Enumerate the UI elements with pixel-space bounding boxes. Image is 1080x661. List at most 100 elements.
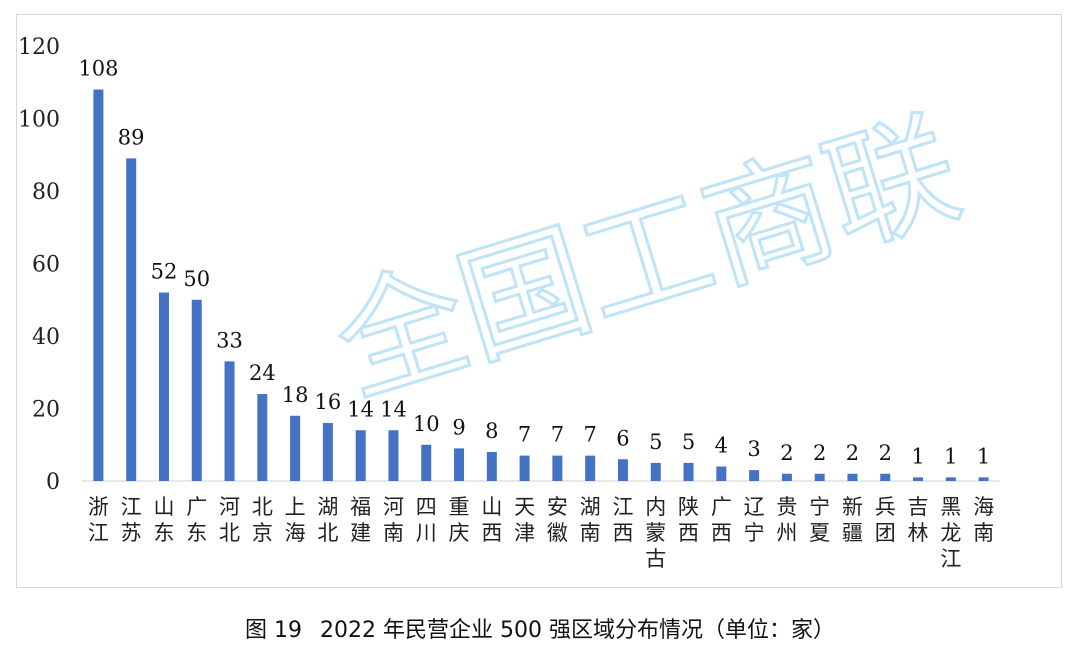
x-tick-char: 江 — [612, 495, 633, 519]
x-tick-label: 江西 — [612, 495, 633, 545]
x-tick-label: 福建 — [350, 495, 371, 545]
x-tick-label: 重庆 — [449, 495, 470, 545]
bar — [421, 444, 432, 481]
x-tick-char: 团 — [875, 521, 896, 545]
x-tick-char: 建 — [350, 521, 371, 545]
data-label: 7 — [551, 423, 564, 447]
x-axis: 浙江江苏山东广东河北北京上海湖北福建河南四川重庆山西天津安徽湖南江西内蒙古陕西广… — [88, 495, 994, 571]
x-tick-char: 上 — [285, 495, 306, 519]
data-label: 18 — [282, 383, 309, 407]
x-tick-char: 南 — [383, 521, 404, 545]
caption-text: 2022 年民营企业 500 强区域分布情况（单位：家） — [320, 618, 835, 643]
x-tick-label: 内蒙古 — [645, 495, 666, 571]
bar — [978, 477, 989, 481]
x-tick-char: 江 — [121, 495, 142, 519]
x-tick-label: 吉林 — [908, 495, 929, 545]
bar — [93, 89, 104, 481]
bar — [224, 361, 235, 481]
data-label: 24 — [249, 361, 276, 385]
data-label: 9 — [452, 415, 465, 439]
x-tick-char: 苏 — [121, 521, 142, 545]
bar — [617, 459, 628, 481]
x-tick-char: 兵 — [875, 495, 896, 519]
data-label: 8 — [485, 419, 498, 443]
bar — [388, 430, 399, 481]
x-tick-char: 海 — [285, 521, 306, 545]
x-tick-char: 北 — [219, 521, 240, 545]
x-tick-char: 陕 — [678, 495, 699, 519]
x-tick-char: 西 — [481, 521, 502, 545]
x-tick-label: 广东 — [186, 495, 207, 545]
x-tick-char: 林 — [908, 521, 929, 545]
x-tick-char: 黑 — [940, 495, 961, 519]
x-tick-char: 东 — [153, 521, 174, 545]
bar — [913, 477, 924, 481]
x-tick-char: 内 — [645, 495, 666, 519]
x-tick-label: 陕西 — [678, 495, 699, 545]
y-tick-label: 100 — [18, 108, 60, 133]
x-tick-char: 南 — [580, 521, 601, 545]
x-tick-char: 河 — [219, 495, 240, 519]
x-tick-char: 西 — [612, 521, 633, 545]
x-tick-char: 川 — [416, 521, 437, 545]
bar — [585, 455, 596, 481]
x-tick-char: 贵 — [776, 495, 797, 519]
bar — [486, 452, 497, 481]
x-tick-char: 津 — [514, 521, 535, 545]
x-tick-label: 河北 — [219, 495, 240, 545]
x-tick-char: 天 — [514, 495, 535, 519]
bar — [552, 455, 563, 481]
x-tick-char: 庆 — [449, 521, 470, 545]
data-label: 16 — [315, 390, 342, 414]
bar — [158, 292, 169, 481]
x-tick-label: 贵州 — [776, 495, 797, 545]
x-tick-char: 西 — [678, 521, 699, 545]
y-tick-label: 40 — [32, 325, 60, 350]
x-tick-label: 山东 — [153, 495, 174, 545]
x-tick-label: 河南 — [383, 495, 404, 545]
data-label: 52 — [151, 260, 178, 284]
x-tick-char: 蒙 — [645, 521, 666, 545]
x-tick-char: 龙 — [940, 521, 961, 545]
data-label: 1 — [944, 444, 957, 468]
x-tick-label: 湖南 — [580, 495, 601, 545]
bar — [191, 299, 202, 481]
data-label: 4 — [715, 434, 728, 458]
x-tick-label: 安徽 — [547, 495, 568, 545]
data-label: 10 — [413, 412, 440, 436]
x-tick-label: 宁夏 — [809, 495, 830, 545]
x-tick-label: 新疆 — [842, 495, 863, 545]
x-tick-char: 疆 — [842, 521, 863, 545]
data-label: 14 — [347, 397, 374, 421]
x-tick-char: 南 — [973, 521, 994, 545]
x-tick-char: 安 — [547, 495, 568, 519]
x-tick-char: 山 — [153, 495, 174, 519]
x-tick-char: 广 — [711, 495, 732, 519]
x-tick-label: 辽宁 — [744, 495, 765, 545]
data-label: 7 — [583, 423, 596, 447]
data-label: 3 — [747, 437, 760, 461]
data-label: 2 — [780, 441, 793, 465]
x-tick-char: 古 — [645, 547, 666, 571]
x-tick-char: 江 — [88, 521, 109, 545]
data-label: 14 — [380, 397, 407, 421]
bar — [683, 462, 694, 481]
data-label: 2 — [846, 441, 859, 465]
bar — [749, 470, 760, 481]
x-tick-char: 北 — [317, 521, 338, 545]
bar — [290, 415, 301, 481]
x-tick-char: 海 — [973, 495, 994, 519]
bar — [355, 430, 366, 481]
bar — [257, 394, 268, 481]
data-label: 1 — [911, 444, 924, 468]
x-tick-char: 江 — [940, 547, 961, 571]
x-tick-char: 浙 — [88, 495, 109, 519]
bar — [814, 473, 825, 481]
x-tick-label: 广西 — [711, 495, 732, 545]
x-tick-label: 四川 — [416, 495, 437, 545]
watermark-text: 全国工商联 — [319, 94, 975, 424]
x-tick-char: 重 — [449, 495, 470, 519]
x-tick-char: 州 — [776, 521, 797, 545]
data-label: 5 — [682, 430, 695, 454]
